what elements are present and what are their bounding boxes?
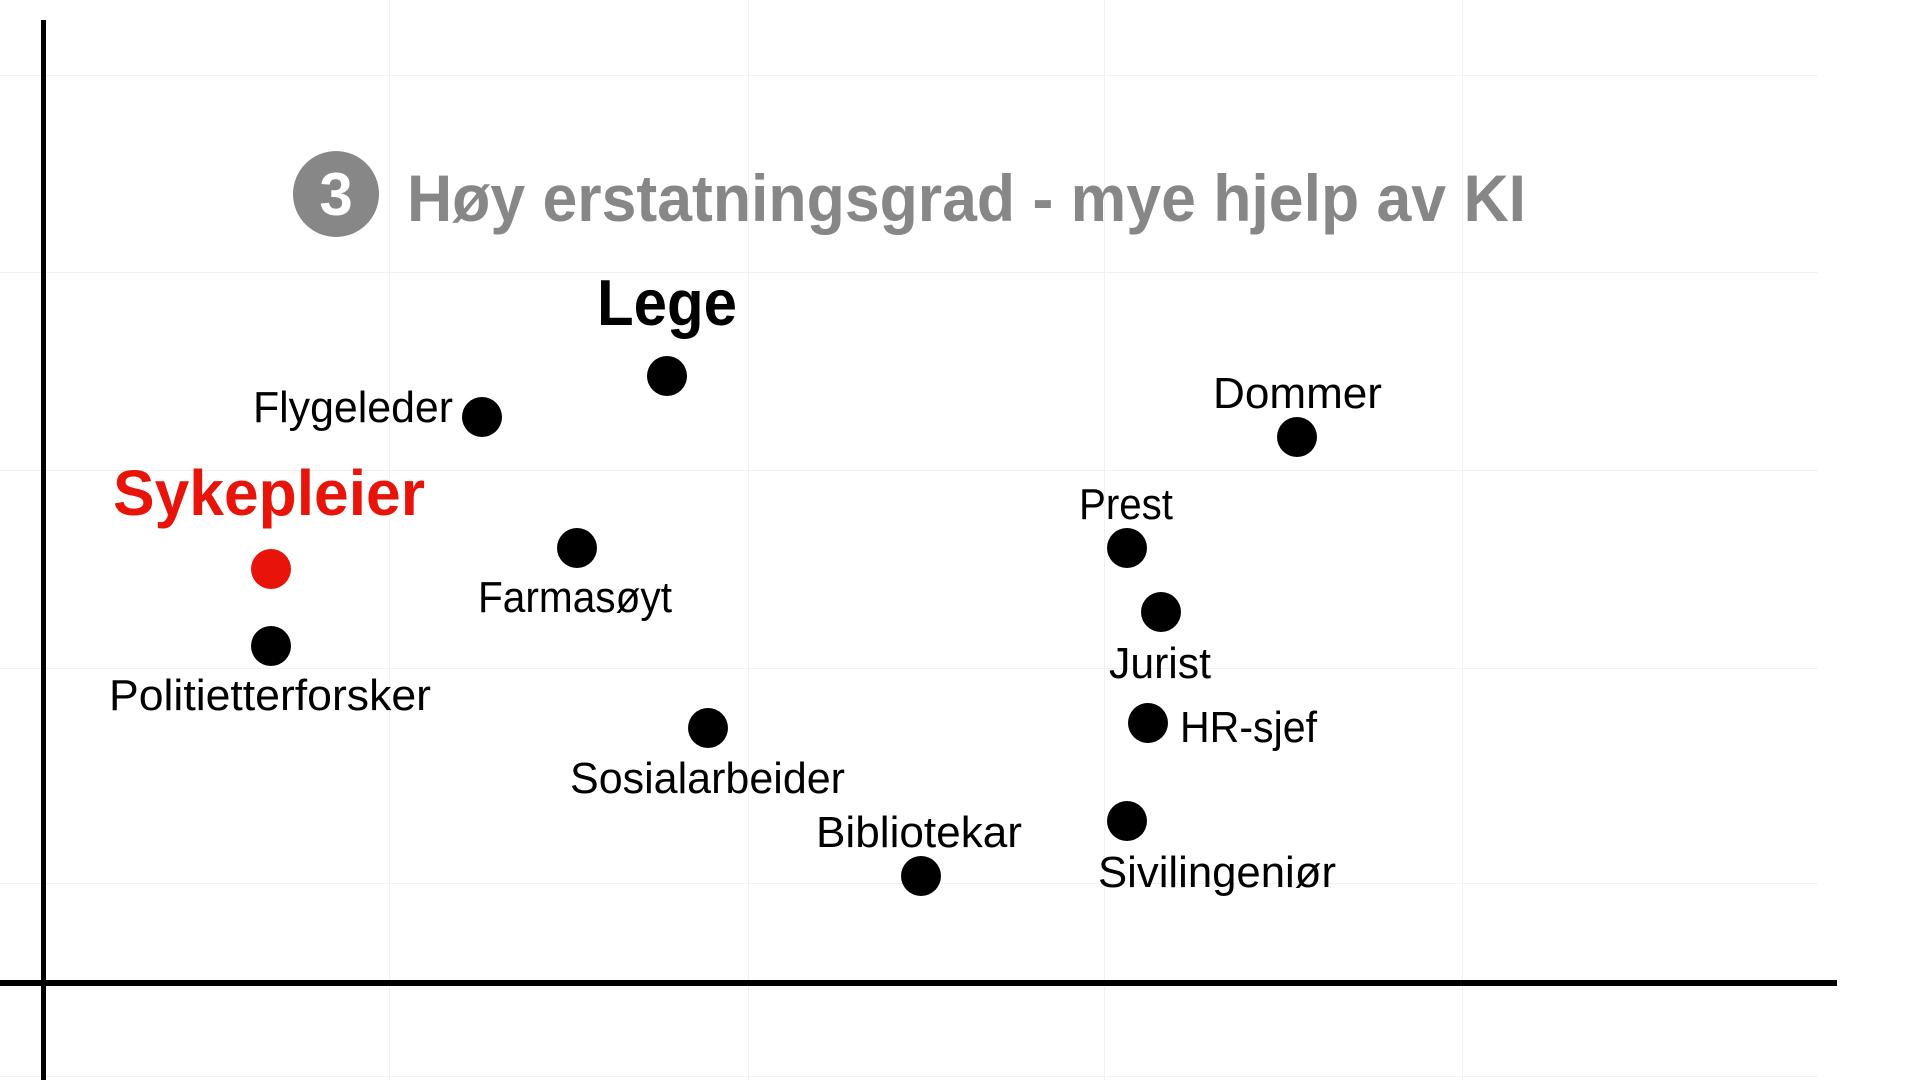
data-point-label: Politietterforsker	[109, 671, 431, 720]
data-point-label: Jurist	[1109, 639, 1211, 688]
gridline-vertical	[748, 0, 749, 1080]
data-point-label: HR-sjef	[1180, 703, 1317, 752]
data-point-label: Sykepleier	[113, 457, 425, 529]
gridline-horizontal	[0, 1076, 1818, 1077]
gridline-vertical	[1104, 0, 1105, 1080]
data-point-dot	[688, 708, 728, 748]
data-point-dot	[462, 397, 502, 437]
data-point-label: Dommer	[1213, 369, 1382, 418]
badge-number: 3	[319, 160, 353, 228]
section-number-badge: 3	[293, 151, 379, 237]
data-point-dot	[1141, 592, 1181, 632]
data-point-label: Farmasøyt	[478, 573, 672, 622]
gridline-horizontal	[0, 470, 1818, 471]
chart-title: 3 Høy erstatningsgrad - mye hjelp av KI	[293, 151, 1526, 237]
data-point-label: Prest	[1079, 480, 1173, 529]
gridline-vertical	[1462, 0, 1463, 1080]
data-point-dot	[557, 528, 597, 568]
data-point-dot	[647, 356, 687, 396]
data-point-dot	[1107, 801, 1147, 841]
data-point-label: Sivilingeniør	[1098, 848, 1336, 897]
data-point-label: Flygeleder	[253, 383, 453, 432]
x-axis	[0, 980, 1837, 986]
data-point-dot	[251, 549, 291, 589]
title-text: Høy erstatningsgrad - mye hjelp av KI	[407, 161, 1526, 235]
data-point-dot	[901, 856, 941, 896]
gridline-horizontal	[0, 668, 1818, 669]
data-point-dot	[251, 626, 291, 666]
y-axis	[41, 20, 46, 1080]
gridline-horizontal	[0, 75, 1818, 76]
gridline-vertical	[389, 0, 390, 1080]
data-point-dot	[1107, 528, 1147, 568]
data-point-dot	[1128, 703, 1168, 743]
data-point-label: Lege	[597, 266, 737, 339]
data-point-dot	[1277, 417, 1317, 457]
data-point-label: Sosialarbeider	[570, 754, 845, 803]
gridline-horizontal	[0, 272, 1818, 273]
data-point-label: Bibliotekar	[816, 808, 1022, 857]
